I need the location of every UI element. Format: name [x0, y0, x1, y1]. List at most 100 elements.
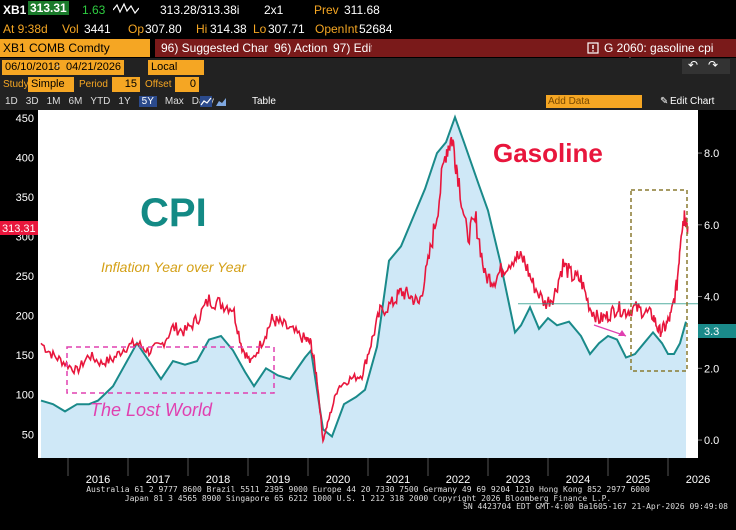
range-ytd[interactable]: YTD	[90, 96, 111, 107]
highlight-box	[630, 189, 688, 372]
lo-label: Lo	[253, 21, 267, 36]
period-input[interactable]: 15	[112, 77, 140, 92]
gridlines	[67, 458, 669, 476]
prev-label: Prev	[314, 2, 339, 17]
footer-line-2: Japan 81 3 4565 8900 Singapore 65 6212 1…	[124, 493, 612, 503]
right-tick-label: 4.0	[704, 292, 719, 304]
edit-chart-icon[interactable]: ✎	[660, 96, 669, 107]
bid-ask: 313.28/313.38i	[160, 2, 240, 17]
range-toolbar: 1D 3D 1M 6M YTD 1Y 5Y Max Daily Table Ad…	[0, 93, 736, 110]
x-tick-label: 2021	[386, 474, 410, 486]
security-field[interactable]: XB1 COMB Comdty	[0, 39, 150, 57]
lost-world-box	[66, 346, 275, 394]
edit-menu[interactable]: 97) Edit	[327, 39, 381, 57]
annotation-arrow-head	[618, 330, 626, 336]
op-label: Op	[128, 21, 145, 36]
study-select[interactable]: Simple MA	[28, 77, 74, 105]
left-tick-label: 250	[16, 271, 34, 283]
gasoline-annotation: Gasoline	[493, 138, 603, 168]
range-1d[interactable]: 1D	[5, 96, 18, 107]
left-tick-label: 50	[22, 429, 34, 441]
sparkline-icon	[113, 2, 139, 15]
edit-chart-button[interactable]: Edit Chart	[670, 96, 715, 107]
vol-value: 3441	[84, 21, 111, 36]
study-bar: Study Simple MA Period 15 Offset 0	[0, 76, 736, 105]
actions-menu[interactable]: 96) Actions	[268, 39, 340, 57]
line-chart-icon[interactable]	[200, 96, 212, 107]
last-price: 313.31	[28, 1, 69, 15]
x-tick-label: 2023	[506, 474, 530, 486]
date-range-bar: 06/10/2018 - 04/21/2026 Local CCY ↶ ↷	[0, 58, 736, 88]
currency-select[interactable]: Local CCY	[148, 60, 204, 88]
left-tick-label: 450	[16, 113, 34, 125]
change: 1.63	[82, 2, 106, 17]
inflation-annotation: Inflation Year over Year	[101, 259, 247, 275]
x-tick-label: 2026	[686, 474, 710, 486]
x-tick-label: 2020	[326, 474, 350, 486]
x-tick-label: 2017	[146, 474, 170, 486]
range-1m[interactable]: 1M	[46, 96, 61, 107]
right-tick-label: 0.0	[704, 435, 719, 447]
lost-world-annotation: The Lost World	[90, 400, 213, 420]
quote-bar-2: At 9:38d Vol 3441 Op 307.80 Hi 314.38 Lo…	[0, 19, 736, 38]
range-1y[interactable]: 1Y	[118, 96, 131, 107]
left-tick-label: 100	[16, 390, 34, 402]
end-date-input[interactable]: 04/21/2026	[63, 60, 125, 75]
quote-bar: XB1 313.31 1.63 313.28/313.38i 2x1 Prev …	[0, 0, 736, 19]
cpi-line	[40, 114, 687, 439]
date-separator: -	[56, 60, 60, 72]
suggested-charts-menu[interactable]: 96) Suggested Charts	[155, 39, 284, 57]
redo-icon[interactable]: ↷	[708, 58, 719, 72]
left-tick-label: 150	[16, 350, 34, 362]
left-tick-label: 350	[16, 192, 34, 204]
left-current-badge	[0, 221, 38, 235]
offset-label: Offset	[145, 79, 172, 90]
undo-redo-group	[682, 59, 730, 74]
left-tick-label: 200	[16, 311, 34, 323]
lo-value: 307.71	[268, 21, 305, 36]
offset-input[interactable]: 0	[175, 77, 199, 92]
size: 2x1	[264, 2, 284, 17]
add-data-input[interactable]: Add Data	[546, 95, 642, 108]
left-tick-label: 400	[16, 152, 34, 164]
range-5y[interactable]: 5Y	[138, 96, 157, 107]
footer: Australia 61 2 9777 8600 Brazil 5511 239…	[0, 485, 736, 530]
right-current-badge	[698, 324, 736, 338]
cpi-area	[41, 117, 686, 458]
study-label: Study	[3, 79, 29, 90]
range-3d[interactable]: 3D	[25, 96, 39, 107]
right-axis: 0.0 2.0 4.0 6.0 8.0	[698, 148, 719, 447]
gasoline-line	[40, 136, 689, 445]
x-tick-label: 2018	[206, 474, 230, 486]
footer-line-3: SN 4423704 EDT GMT-4:00 Ba1605-167 21-Ap…	[463, 502, 728, 511]
time: At 9:38d	[3, 21, 48, 36]
right-tick-label: 2.0	[704, 363, 719, 375]
x-tick-label: 2024	[566, 474, 590, 486]
range-6m[interactable]: 6M	[68, 96, 83, 107]
footer-line-1: Australia 61 2 9777 8600 Brazil 5511 239…	[86, 485, 650, 494]
vol-label: Vol	[62, 21, 79, 36]
cpi-annotation: CPI	[140, 191, 207, 235]
menu-bar: XB1 COMB Comdty 96) Suggested Charts 96)…	[0, 38, 736, 69]
hi-value: 314.38	[210, 21, 247, 36]
hi-label: Hi	[196, 21, 208, 36]
x-tick-label: 2019	[266, 474, 290, 486]
alert-square-icon	[587, 42, 599, 54]
period-label: Period	[79, 79, 108, 90]
start-date-input[interactable]: 06/10/2018	[2, 60, 64, 75]
table-button[interactable]: Table	[252, 96, 276, 107]
area-chart-icon[interactable]	[215, 96, 227, 107]
left-current-label: 313.31	[2, 223, 36, 235]
x-tick-label: 2016	[86, 474, 110, 486]
op-value: 307.80	[145, 21, 182, 36]
oi-label: OpenInt	[315, 21, 358, 36]
x-tick-label: 2022	[446, 474, 470, 486]
undo-icon[interactable]: ↶	[688, 58, 699, 72]
menu-bar-fill	[372, 39, 736, 57]
range-buttons: 1D 3D 1M 6M YTD 1Y 5Y Max Daily	[5, 96, 222, 107]
x-tick-label: 2025	[626, 474, 650, 486]
right-tick-label: 6.0	[704, 220, 719, 232]
range-max[interactable]: Max	[164, 96, 184, 107]
